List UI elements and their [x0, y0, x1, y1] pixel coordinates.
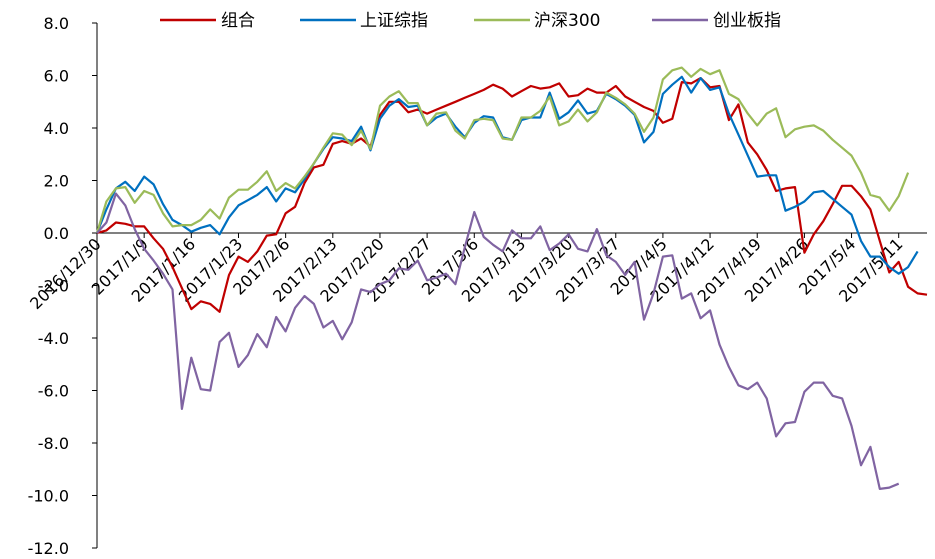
legend-label: 创业板指 [713, 11, 781, 31]
y-tick-label: 2.0 [44, 172, 69, 191]
series-layer [95, 66, 928, 490]
y-tick-label: 6.0 [44, 67, 69, 86]
series-line-3 [96, 192, 900, 490]
legend-label: 上证综指 [360, 11, 428, 31]
y-tick-label: -10.0 [28, 487, 69, 506]
y-tick-label: -6.0 [38, 382, 69, 401]
series-line-2 [95, 66, 910, 234]
y-tick-label: -2.0 [38, 277, 69, 296]
y-axis: 8.0 6.0 4.0 2.0 0.0 -2.0 -4.0 -6.0 -8.0 -10.0 -12.… [28, 14, 98, 558]
x-tick-label: 2016/12/30 [26, 234, 105, 313]
legend-label: 沪深300 [534, 11, 600, 31]
y-tick-label: -12.0 [28, 539, 69, 558]
legend: 组合 上证综指 沪深300 创业板指 [160, 11, 781, 31]
series-line-0 [96, 76, 928, 313]
y-tick-label: 8.0 [44, 14, 69, 33]
y-tick-label: 0.0 [44, 224, 69, 243]
legend-label: 组合 [221, 11, 255, 31]
y-tick-label: -4.0 [38, 329, 69, 348]
y-tick-label: -8.0 [38, 434, 69, 453]
y-tick-label: 4.0 [44, 119, 69, 138]
